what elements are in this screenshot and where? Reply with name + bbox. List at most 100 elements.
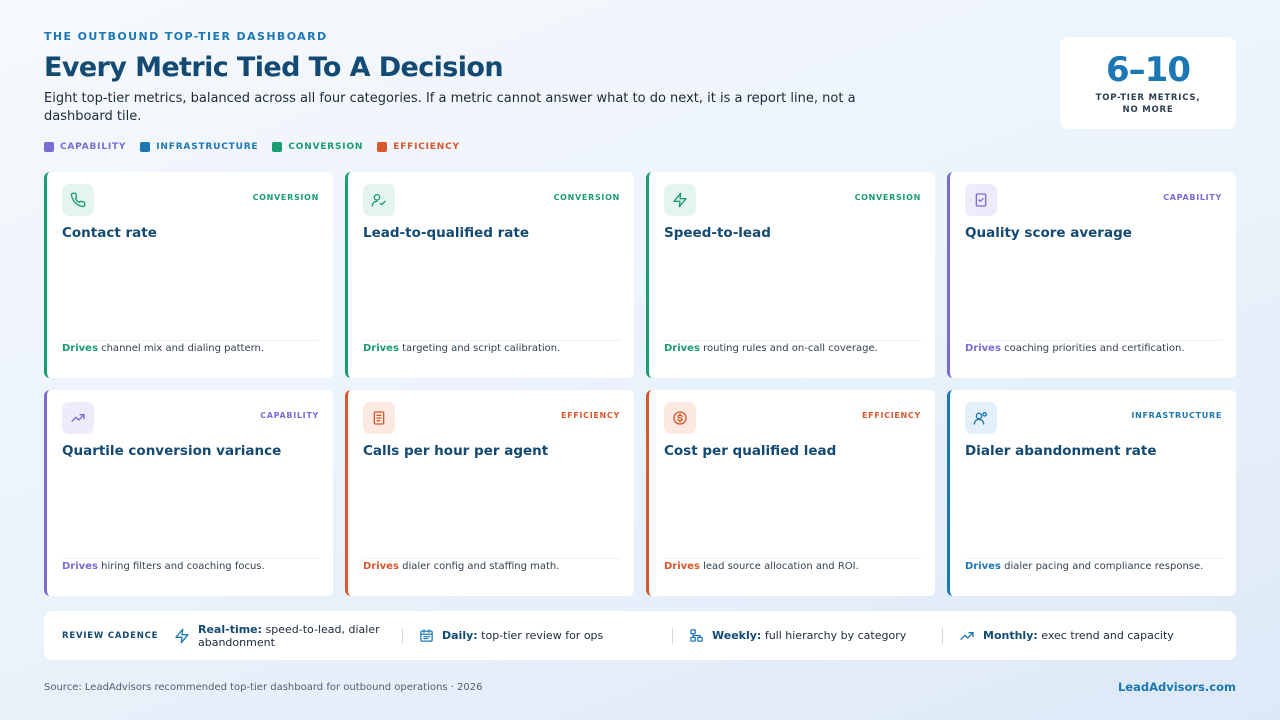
drives-label: Drives xyxy=(965,561,1001,572)
metric-drives: Drives targeting and script calibration. xyxy=(363,343,624,354)
metric-title: Quality score average xyxy=(965,225,1132,241)
drives-label: Drives xyxy=(664,561,700,572)
divider xyxy=(664,558,921,559)
trending-up-icon xyxy=(960,631,974,640)
kpi-label-line: TOP-TIER METRICS, xyxy=(1095,93,1201,103)
eyebrow: THE OUTBOUND TOP-TIER DASHBOARD xyxy=(44,30,328,43)
drives-text: dialer pacing and compliance response. xyxy=(1000,561,1204,572)
legend-label: CAPABILITY xyxy=(60,142,127,152)
cadence-text: Monthly: exec trend and capacity xyxy=(983,629,1174,642)
metric-drives: Drives coaching priorities and certifica… xyxy=(965,343,1226,354)
category-tag: CAPABILITY xyxy=(260,411,319,420)
cadence-item-monthly: Monthly: exec trend and capacity xyxy=(959,628,1174,644)
metric-card-quartile-variance[interactable]: CAPABILITY Quartile conversion variance … xyxy=(44,390,333,596)
lightning-icon xyxy=(664,184,696,216)
category-tag: CONVERSION xyxy=(252,193,319,202)
legend-item-conversion: CONVERSION xyxy=(272,142,363,152)
divider xyxy=(965,558,1222,559)
metric-title: Contact rate xyxy=(62,225,157,241)
metric-drives: Drives routing rules and on-call coverag… xyxy=(664,343,925,354)
drives-label: Drives xyxy=(664,343,700,354)
cadence-item-text: speed-to-lead, dialer abandonment xyxy=(198,622,380,649)
metric-drives: Drives dialer pacing and compliance resp… xyxy=(965,561,1226,572)
metric-title: Lead-to-qualified rate xyxy=(363,225,530,241)
user-check-icon xyxy=(363,184,395,216)
metric-drives: Drives dialer config and staffing math. xyxy=(363,561,624,572)
category-legend: CAPABILITY INFRASTRUCTURE CONVERSION EFF… xyxy=(44,142,460,152)
kpi-label: TOP-TIER METRICS, NO MORE xyxy=(1060,92,1236,116)
dollar-coin-icon xyxy=(664,402,696,434)
page-title: Every Metric Tied To A Decision xyxy=(44,52,504,83)
metric-title: Cost per qualified lead xyxy=(664,443,837,459)
review-cadence-bar: REVIEW CADENCE Real-time: speed-to-lead,… xyxy=(44,611,1236,660)
divider xyxy=(942,627,943,644)
legend-swatch xyxy=(272,142,283,152)
cadence-label: REVIEW CADENCE xyxy=(62,630,159,641)
metric-grid: CONVERSION Contact rate Drives channel m… xyxy=(44,172,1236,596)
divider xyxy=(672,627,673,644)
metric-drives: Drives lead source allocation and ROI. xyxy=(664,561,925,572)
drives-text: dialer config and staffing math. xyxy=(398,561,560,572)
drives-label: Drives xyxy=(363,561,399,572)
drives-text: lead source allocation and ROI. xyxy=(699,561,859,572)
category-tag: CAPABILITY xyxy=(1163,193,1222,202)
legend-swatch xyxy=(377,142,388,152)
drives-text: hiring filters and coaching focus. xyxy=(97,561,265,572)
metric-card-contact-rate[interactable]: CONVERSION Contact rate Drives channel m… xyxy=(44,172,333,378)
category-tag: CONVERSION xyxy=(854,193,921,202)
category-tag: EFFICIENCY xyxy=(861,411,921,420)
drives-label: Drives xyxy=(62,561,98,572)
divider xyxy=(402,627,403,644)
legend-item-efficiency: EFFICIENCY xyxy=(377,142,460,152)
drives-text: coaching priorities and certification. xyxy=(1000,343,1185,354)
drives-label: Drives xyxy=(363,343,399,354)
page-subtitle: Eight top-tier metrics, balanced across … xyxy=(44,91,856,124)
metric-card-dialer-abandonment[interactable]: INFRASTRUCTURE Dialer abandonment rate D… xyxy=(947,390,1236,596)
drives-text: routing rules and on-call coverage. xyxy=(699,343,878,354)
brand-link[interactable]: LeadAdvisors.com xyxy=(1117,680,1236,694)
category-tag: INFRASTRUCTURE xyxy=(1131,411,1222,420)
divider xyxy=(664,340,921,341)
cadence-item-text: full hierarchy by category xyxy=(761,629,907,642)
metric-card-lead-to-qualified[interactable]: CONVERSION Lead-to-qualified rate Drives… xyxy=(345,172,634,378)
kpi-label-line: NO MORE xyxy=(1122,105,1174,115)
lightning-icon xyxy=(175,628,189,643)
legend-label: EFFICIENCY xyxy=(393,142,460,152)
clipboard-check-icon xyxy=(965,184,997,216)
legend-swatch xyxy=(140,142,151,152)
metric-card-calls-per-hour[interactable]: EFFICIENCY Calls per hour per agent Driv… xyxy=(345,390,634,596)
document-icon xyxy=(363,402,395,434)
kpi-card: 6–10 TOP-TIER METRICS, NO MORE xyxy=(1060,37,1236,129)
users-icon xyxy=(965,402,997,434)
drives-label: Drives xyxy=(965,343,1001,354)
cadence-item-text: exec trend and capacity xyxy=(1037,629,1174,642)
cadence-item-label: Real-time: xyxy=(198,622,263,636)
metric-card-speed-to-lead[interactable]: CONVERSION Speed-to-lead Drives routing … xyxy=(646,172,935,378)
divider xyxy=(363,340,620,341)
cadence-text: Real-time: speed-to-lead, dialer abandon… xyxy=(198,623,402,649)
drives-text: channel mix and dialing pattern. xyxy=(97,343,265,354)
category-tag: EFFICIENCY xyxy=(560,411,620,420)
divider xyxy=(62,340,319,341)
cadence-text: Daily: top-tier review for ops xyxy=(442,629,603,642)
kpi-value: 6–10 xyxy=(1106,50,1191,90)
divider xyxy=(965,340,1222,341)
cadence-item-text: top-tier review for ops xyxy=(477,629,604,642)
cadence-item-label: Daily: xyxy=(442,629,478,642)
metric-title: Quartile conversion variance xyxy=(62,443,282,459)
category-tag: CONVERSION xyxy=(553,193,620,202)
legend-swatch xyxy=(44,142,54,152)
divider xyxy=(363,558,620,559)
cadence-text: Weekly: full hierarchy by category xyxy=(712,629,906,642)
legend-label: INFRASTRUCTURE xyxy=(156,142,259,152)
metric-title: Calls per hour per agent xyxy=(363,443,549,459)
cadence-item-label: Weekly: xyxy=(712,629,762,642)
cadence-item-daily: Daily: top-tier review for ops xyxy=(419,628,672,643)
calendar-icon xyxy=(420,629,433,642)
trending-up-icon xyxy=(62,402,94,434)
metric-card-quality-score[interactable]: CAPABILITY Quality score average Drives … xyxy=(947,172,1236,378)
metric-title: Dialer abandonment rate xyxy=(965,443,1157,459)
legend-label: CONVERSION xyxy=(288,142,364,152)
hierarchy-icon xyxy=(690,629,703,642)
metric-card-cost-per-lead[interactable]: EFFICIENCY Cost per qualified lead Drive… xyxy=(646,390,935,596)
